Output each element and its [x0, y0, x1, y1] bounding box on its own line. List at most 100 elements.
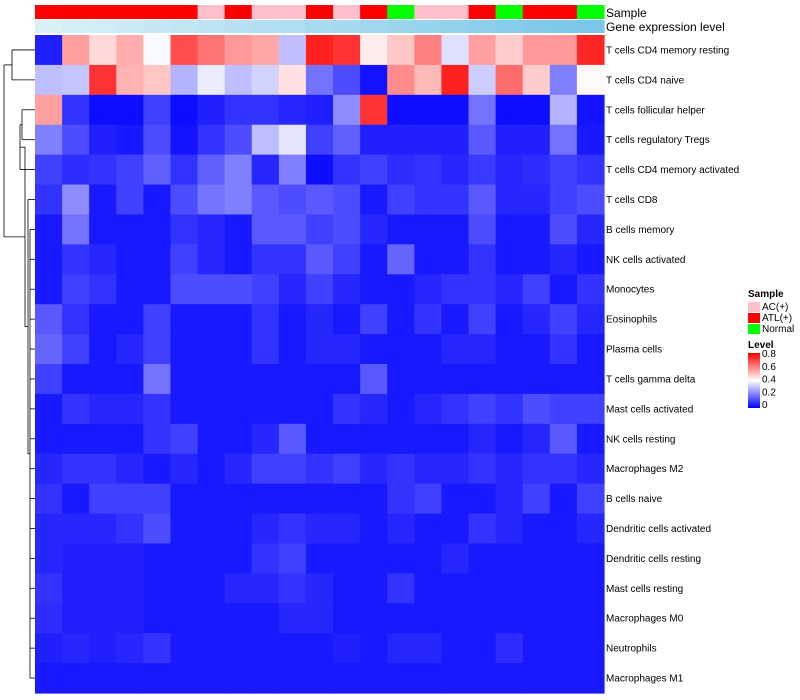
heatmap-cell [414, 35, 443, 66]
heatmap-cell [387, 543, 415, 574]
heatmap-cell [170, 214, 199, 245]
heatmap-cell [197, 663, 226, 694]
heatmap-cell [522, 184, 551, 216]
heatmap-cell [197, 35, 226, 66]
heatmap-cell [89, 64, 117, 96]
heatmap-cell [468, 154, 497, 186]
heatmap-cell [549, 334, 578, 365]
heatmap-cell [468, 94, 497, 126]
heatmap-cell [414, 64, 443, 96]
heatmap-cell [468, 603, 497, 634]
legend-level-tick: 0.2 [762, 387, 776, 398]
heatmap-cell [170, 633, 199, 664]
heatmap-cell [278, 274, 307, 305]
heatmap-cell [197, 423, 226, 455]
heatmap-cell [441, 513, 470, 545]
heatmap-cell [197, 154, 226, 186]
sample-annotation-cell [197, 5, 226, 19]
heatmap-cell [360, 124, 388, 156]
gene-expression-annotation-label: Gene expression level [606, 20, 725, 34]
heatmap-cell [224, 304, 253, 335]
heatmap-cell [251, 154, 280, 186]
row-label: Mast cells activated [606, 404, 693, 415]
heatmap-cell [278, 364, 307, 395]
heatmap-cell [495, 64, 524, 96]
heatmap-cell [224, 334, 253, 365]
heatmap-cell [278, 214, 307, 245]
heatmap-cell [333, 663, 361, 694]
heatmap-cell [62, 603, 90, 634]
row-label: Dendritic cells activated [606, 524, 711, 535]
heatmap-cell [468, 64, 497, 96]
heatmap-cell [495, 393, 524, 425]
heatmap-cell [468, 214, 497, 245]
heatmap-cell [468, 633, 497, 664]
heatmap-cell [278, 453, 307, 485]
heatmap-cell [251, 633, 280, 664]
heatmap-cell [197, 513, 226, 545]
legend-sample-title: Sample [748, 289, 784, 300]
heatmap-cell [414, 304, 443, 335]
heatmap-cell [441, 364, 470, 395]
row-labels: T cells CD4 memory resting T cells CD4 na… [606, 45, 739, 684]
expression-annotation-cell [333, 20, 361, 33]
heatmap-cell [333, 453, 361, 485]
heatmap-cell [441, 663, 470, 694]
heatmap-cell [549, 543, 578, 574]
heatmap-cell [387, 214, 415, 245]
row-label: Neutrophils [606, 644, 657, 655]
heatmap-cell [549, 393, 578, 425]
row-label: NK cells resting [606, 434, 675, 445]
heatmap-cell [441, 304, 470, 335]
heatmap-cell [35, 393, 63, 425]
heatmap-cell [360, 453, 388, 485]
heatmap-cell [278, 35, 307, 66]
heatmap-cell [35, 94, 63, 126]
heatmap-cell [414, 154, 443, 186]
heatmap-cell [89, 304, 117, 335]
heatmap-cell [89, 364, 117, 395]
heatmap-cell [170, 184, 199, 216]
row-label: B cells naive [606, 494, 663, 505]
row-label: T cells follicular helper [606, 105, 705, 116]
heatmap-cell [35, 154, 63, 186]
heatmap-cell [116, 483, 144, 515]
heatmap-cell [576, 633, 605, 664]
heatmap-cell [495, 214, 524, 245]
row-label: B cells memory [606, 225, 674, 236]
heatmap-cell [360, 364, 388, 395]
heatmap-cell [143, 35, 172, 66]
sample-annotation-cell [143, 5, 172, 19]
sample-annotation-bar [35, 5, 605, 19]
heatmap-cell [387, 94, 415, 126]
sample-annotation-cell [224, 5, 253, 19]
heatmap-cell [278, 513, 307, 545]
heatmap-cell [522, 94, 551, 126]
heatmap-cell [495, 603, 524, 634]
heatmap-cell [549, 154, 578, 186]
heatmap-cell [170, 483, 199, 515]
heatmap-cell [576, 304, 605, 335]
heatmap-cell [251, 543, 280, 574]
row-label: Mast cells resting [606, 584, 683, 595]
expression-annotation-cell [414, 20, 443, 33]
sample-annotation-cell [387, 5, 415, 19]
heatmap-cell [549, 184, 578, 216]
heatmap-cell [251, 483, 280, 515]
heatmap-cell [360, 513, 388, 545]
heatmap-cell [468, 483, 497, 515]
heatmap-cell [224, 453, 253, 485]
heatmap-cell [333, 543, 361, 574]
heatmap-cell [197, 633, 226, 664]
heatmap-cell [387, 633, 415, 664]
heatmap-cell [387, 334, 415, 365]
row-label: T cells gamma delta [606, 374, 696, 385]
heatmap-cell [414, 214, 443, 245]
heatmap-cell [89, 603, 117, 634]
heatmap-cell [89, 124, 117, 156]
heatmap-cell [224, 64, 253, 96]
row-label: Eosinophils [606, 315, 657, 326]
heatmap-cell [522, 663, 551, 694]
heatmap-cell [170, 663, 199, 694]
heatmap-cell [522, 35, 551, 66]
